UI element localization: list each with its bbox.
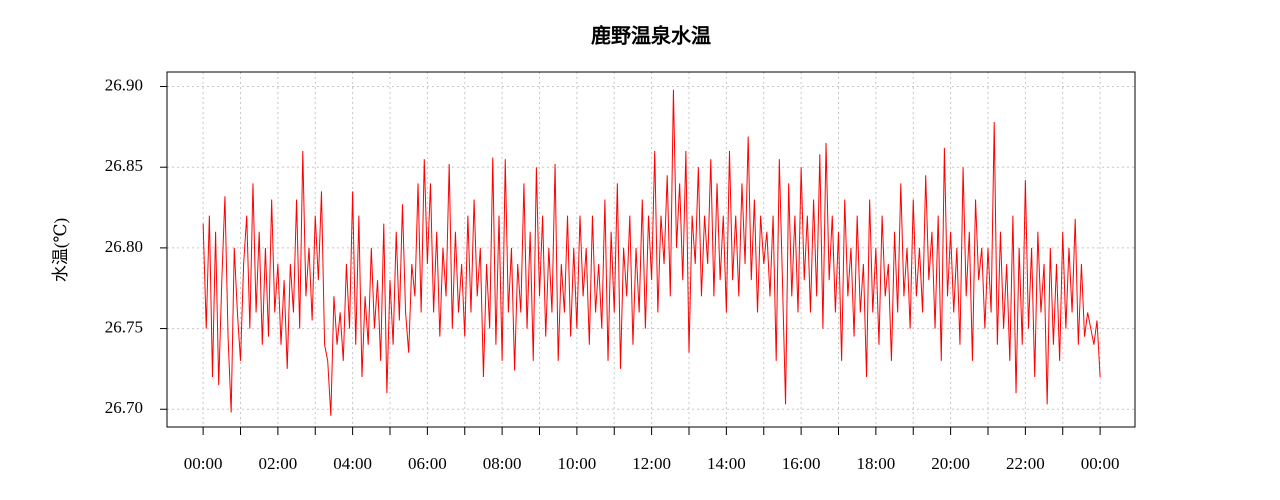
x-tick-label: 00:00 — [1081, 454, 1120, 473]
x-tick-label: 22:00 — [1006, 454, 1045, 473]
x-tick-label: 18:00 — [857, 454, 896, 473]
x-tick-label: 10:00 — [558, 454, 597, 473]
y-tick-label: 26.75 — [105, 317, 143, 336]
data-line — [202, 89, 1101, 416]
y-tick-label: 26.80 — [105, 237, 143, 256]
x-tick-label: 04:00 — [333, 454, 372, 473]
chart-title: 鹿野温泉水温 — [591, 24, 711, 48]
x-tick-label: 14:00 — [707, 454, 746, 473]
x-tick-label: 20:00 — [931, 454, 970, 473]
x-tick-label: 06:00 — [408, 454, 447, 473]
y-tick-label: 26.85 — [105, 156, 143, 175]
x-tick-label: 02:00 — [259, 454, 298, 473]
x-tick-label: 16:00 — [782, 454, 821, 473]
y-tick-label: 26.90 — [105, 75, 143, 94]
y-tick-label: 26.70 — [105, 398, 143, 417]
x-tick-label: 00:00 — [184, 454, 223, 473]
y-axis-label: 水温(℃) — [51, 218, 70, 282]
x-tick-label: 12:00 — [632, 454, 671, 473]
plot-frame — [166, 71, 1136, 428]
x-tick-label: 08:00 — [483, 454, 522, 473]
